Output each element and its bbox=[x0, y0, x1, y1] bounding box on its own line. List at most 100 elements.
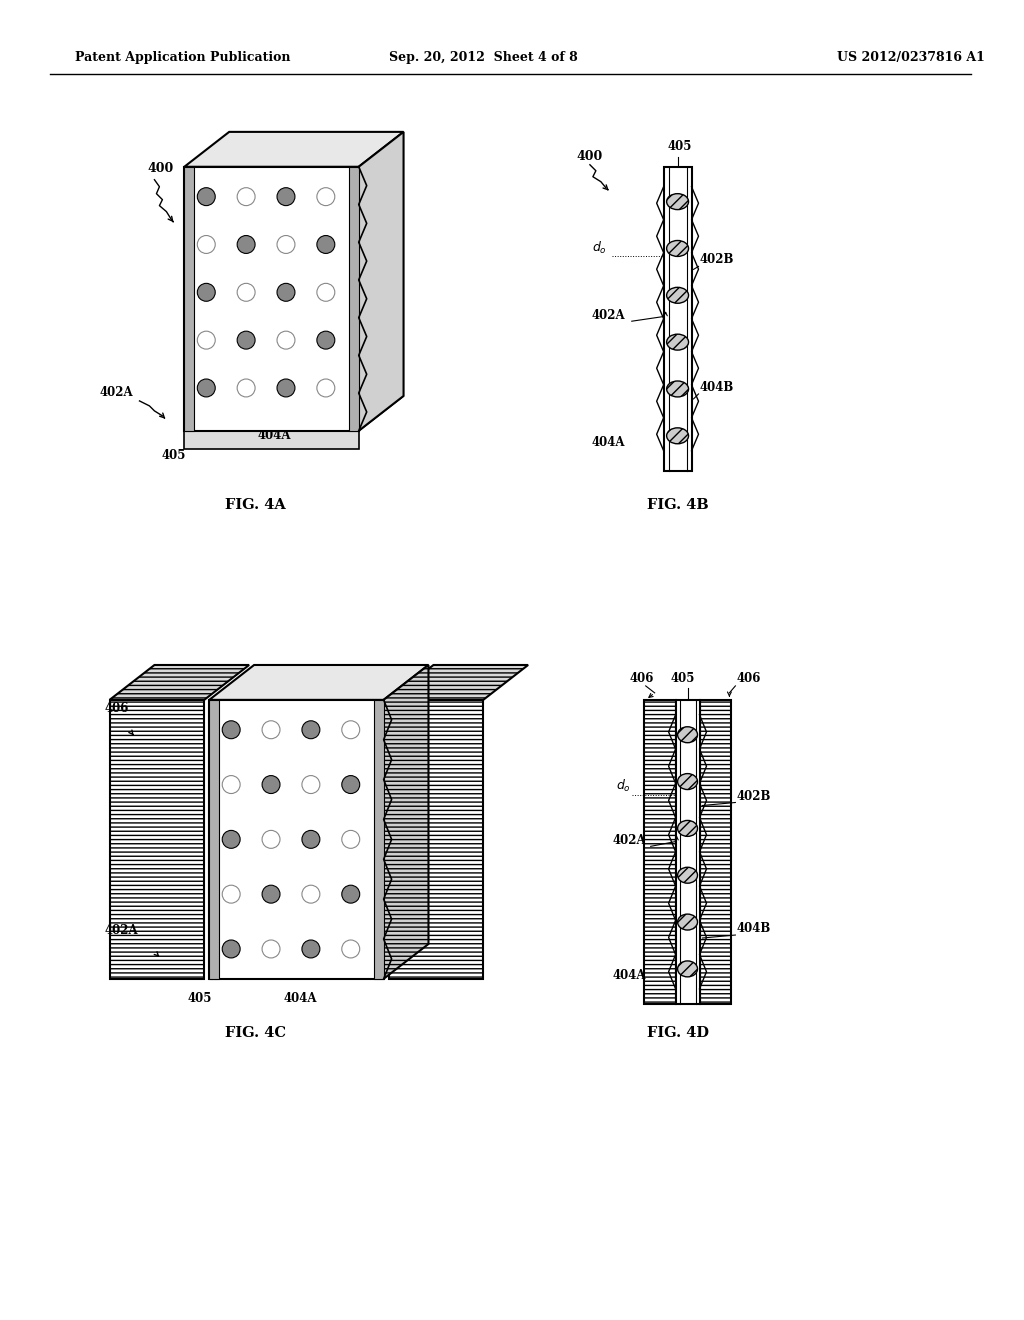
Circle shape bbox=[302, 886, 319, 903]
Polygon shape bbox=[110, 700, 204, 979]
Polygon shape bbox=[358, 132, 403, 430]
Text: 402A: 402A bbox=[104, 924, 138, 937]
Text: 404B: 404B bbox=[736, 923, 771, 935]
Text: 406: 406 bbox=[398, 738, 423, 751]
Text: 402A: 402A bbox=[99, 385, 133, 399]
Circle shape bbox=[342, 940, 359, 958]
Circle shape bbox=[198, 284, 215, 301]
Circle shape bbox=[342, 830, 359, 849]
Text: 404A: 404A bbox=[592, 436, 626, 449]
Bar bbox=[699, 700, 731, 1003]
Text: $\mathit{d}_{o}$: $\mathit{d}_{o}$ bbox=[366, 275, 381, 290]
Polygon shape bbox=[374, 700, 384, 979]
Circle shape bbox=[316, 331, 335, 348]
Text: 405: 405 bbox=[272, 673, 297, 686]
Circle shape bbox=[238, 331, 255, 348]
Ellipse shape bbox=[678, 774, 697, 789]
Polygon shape bbox=[384, 665, 428, 979]
Ellipse shape bbox=[667, 381, 688, 397]
Polygon shape bbox=[349, 166, 358, 430]
Polygon shape bbox=[209, 665, 428, 700]
Text: $\mathit{d}_{o}$: $\mathit{d}_{o}$ bbox=[615, 777, 631, 793]
Circle shape bbox=[302, 721, 319, 739]
Circle shape bbox=[238, 284, 255, 301]
Polygon shape bbox=[209, 700, 384, 979]
Text: 406: 406 bbox=[736, 672, 761, 685]
Text: 402A: 402A bbox=[592, 309, 626, 322]
Text: 404B: 404B bbox=[699, 381, 734, 393]
Circle shape bbox=[262, 721, 280, 739]
Circle shape bbox=[342, 776, 359, 793]
Ellipse shape bbox=[667, 194, 688, 210]
Polygon shape bbox=[184, 166, 358, 430]
Polygon shape bbox=[209, 700, 219, 979]
Polygon shape bbox=[389, 665, 528, 700]
Circle shape bbox=[222, 776, 241, 793]
Text: 402A: 402A bbox=[612, 834, 646, 847]
Ellipse shape bbox=[678, 821, 697, 837]
Text: FIG. 4C: FIG. 4C bbox=[224, 1026, 286, 1040]
Circle shape bbox=[262, 776, 280, 793]
Text: US 2012/0237816 A1: US 2012/0237816 A1 bbox=[837, 50, 985, 63]
Polygon shape bbox=[389, 700, 483, 979]
Circle shape bbox=[302, 776, 319, 793]
Text: 405: 405 bbox=[668, 140, 692, 153]
Circle shape bbox=[342, 886, 359, 903]
Bar bbox=[676, 700, 699, 1003]
Circle shape bbox=[238, 235, 255, 253]
Polygon shape bbox=[110, 665, 249, 700]
Text: 402B: 402B bbox=[259, 708, 294, 721]
Circle shape bbox=[262, 940, 280, 958]
Text: 405: 405 bbox=[162, 449, 185, 462]
Ellipse shape bbox=[678, 961, 697, 977]
Circle shape bbox=[198, 187, 215, 206]
Ellipse shape bbox=[678, 913, 697, 931]
Circle shape bbox=[316, 235, 335, 253]
Ellipse shape bbox=[667, 288, 688, 304]
Text: Sep. 20, 2012  Sheet 4 of 8: Sep. 20, 2012 Sheet 4 of 8 bbox=[389, 50, 578, 63]
Text: 404A: 404A bbox=[257, 429, 291, 442]
Circle shape bbox=[222, 721, 241, 739]
Text: $\mathit{d}_{o}$: $\mathit{d}_{o}$ bbox=[592, 239, 607, 256]
Circle shape bbox=[278, 331, 295, 348]
Text: 404B: 404B bbox=[393, 738, 428, 751]
Text: 402B: 402B bbox=[369, 177, 403, 190]
Polygon shape bbox=[184, 396, 403, 430]
Text: FIG. 4A: FIG. 4A bbox=[224, 498, 286, 512]
Ellipse shape bbox=[667, 428, 688, 444]
Text: 406: 406 bbox=[630, 672, 654, 685]
Circle shape bbox=[262, 830, 280, 849]
Circle shape bbox=[222, 830, 241, 849]
Circle shape bbox=[222, 940, 241, 958]
Circle shape bbox=[302, 830, 319, 849]
Circle shape bbox=[302, 940, 319, 958]
Polygon shape bbox=[184, 430, 358, 449]
Circle shape bbox=[262, 886, 280, 903]
Text: 402B: 402B bbox=[736, 789, 771, 803]
Circle shape bbox=[198, 331, 215, 348]
Text: FIG. 4B: FIG. 4B bbox=[647, 498, 709, 512]
Circle shape bbox=[278, 187, 295, 206]
Bar bbox=[644, 700, 676, 1003]
Text: Patent Application Publication: Patent Application Publication bbox=[75, 50, 290, 63]
Circle shape bbox=[278, 379, 295, 397]
Text: 405: 405 bbox=[187, 991, 212, 1005]
Text: 400: 400 bbox=[147, 162, 174, 174]
Circle shape bbox=[316, 187, 335, 206]
Text: 404A: 404A bbox=[284, 991, 317, 1005]
Ellipse shape bbox=[678, 727, 697, 743]
Circle shape bbox=[238, 379, 255, 397]
Text: 404B: 404B bbox=[344, 399, 378, 412]
Polygon shape bbox=[184, 166, 195, 430]
Circle shape bbox=[316, 379, 335, 397]
Circle shape bbox=[342, 721, 359, 739]
Circle shape bbox=[222, 886, 241, 903]
Polygon shape bbox=[184, 132, 403, 166]
Circle shape bbox=[278, 235, 295, 253]
Text: 402B: 402B bbox=[699, 253, 734, 267]
Circle shape bbox=[198, 235, 215, 253]
Circle shape bbox=[278, 284, 295, 301]
Text: 404A: 404A bbox=[612, 969, 646, 982]
Text: 406: 406 bbox=[104, 702, 129, 715]
Text: 405: 405 bbox=[671, 672, 694, 685]
